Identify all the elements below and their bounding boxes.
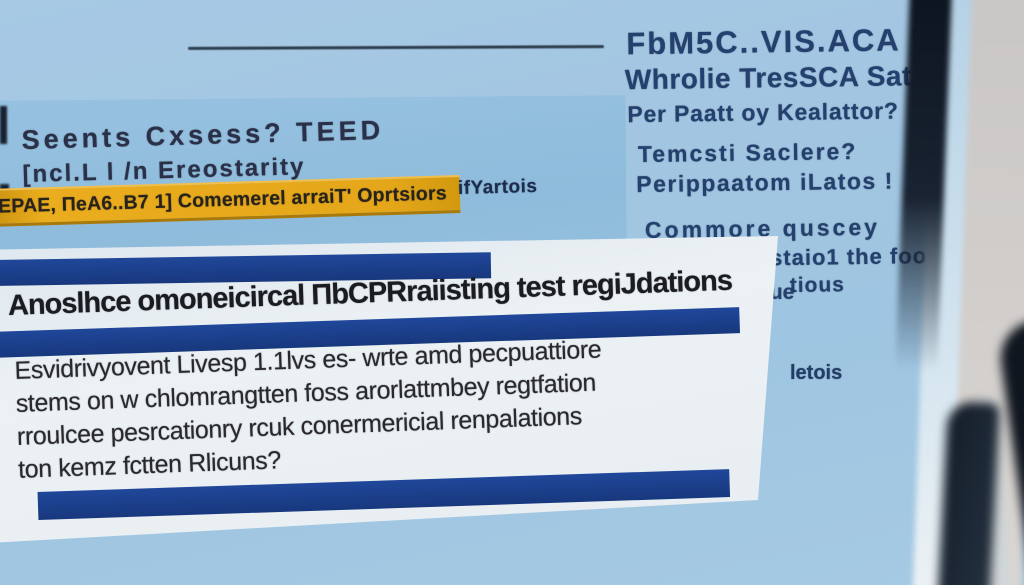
card-body: Esvidrivyovent Livesp 1.1lvs es- wrte am… bbox=[14, 333, 605, 486]
top-divider-line bbox=[187, 45, 605, 50]
question-card: Anoslhce omoneicircal ΠbCPRraiisting tes… bbox=[0, 236, 778, 544]
side-note: ifYartois bbox=[457, 175, 538, 200]
highlighted-menu-bar-text: EPAE, ΠeA6..B7 1] Comemerel arraiT' Oprt… bbox=[0, 182, 448, 218]
right-column-fragment-letois: letois bbox=[790, 362, 843, 384]
finger-shadow-inner bbox=[936, 400, 1000, 585]
right-column-title-1: FbM5C..VIS.ACA ! bbox=[626, 22, 923, 62]
cropped-left-edge-mark bbox=[0, 106, 7, 144]
